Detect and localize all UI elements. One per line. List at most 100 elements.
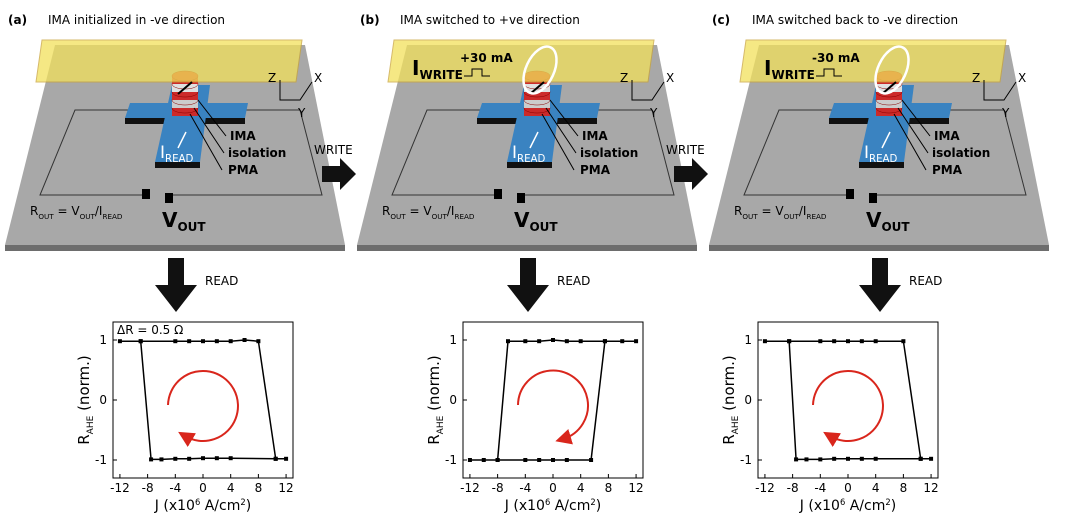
data-point [215,456,219,460]
y-tick-label: -1 [740,453,752,467]
axis-letter: X [314,71,322,85]
text-part: J (x10 [154,498,195,514]
data-point [832,457,836,461]
x-tick-label: 12 [278,481,293,495]
vout-pad [846,189,854,199]
data-point [537,339,541,343]
panel-label: (a) [8,13,27,27]
data-point [274,457,278,461]
data-point [284,457,288,461]
text-part: OUT [881,220,910,234]
annotation: ΔR = 0.5 Ω [117,323,183,337]
x-tick-label: 0 [844,481,852,495]
text-part: A/cm [550,498,590,514]
text-part: READ [869,154,897,165]
panel-label: (c) [712,13,730,27]
axis-letter: Y [1001,106,1010,120]
data-point [173,457,177,461]
y-tick-label: 0 [744,393,752,407]
read-label: READ [909,274,942,288]
data-point [763,339,767,343]
text-part: OUT [784,212,800,221]
vout-pad [869,193,877,203]
read-label: READ [557,274,590,288]
text-part: ) [891,498,896,514]
hysteresis-loop [470,340,636,460]
panel-title: IMA initialized in -ve direction [48,13,225,27]
read-arrow [859,258,901,312]
text-part: READ [806,212,826,221]
text-part: READ [454,212,474,221]
text-part: OUT [38,212,54,221]
data-point [634,339,638,343]
x-axis-label: J (x106 A/cm2) [154,497,251,514]
text-part: R [75,434,93,444]
x-tick-label: -12 [460,481,480,495]
panel-label: (b) [360,13,380,27]
text-part: OUT [432,212,448,221]
y-tick-label: 0 [449,393,457,407]
write-label: WRITE [314,143,353,157]
data-point [565,339,569,343]
text-part: READ [102,212,122,221]
text-part: A/cm [200,498,240,514]
layer-label: PMA [580,163,611,177]
data-point [523,458,527,462]
data-point [173,339,177,343]
text-part: OUT [529,220,558,234]
text-part: (norm.) [720,355,738,415]
substrate-side [5,245,345,251]
text-part: V [162,208,178,232]
text-part: V [514,208,530,232]
data-point [589,458,593,462]
text-part: WRITE [771,68,814,82]
vout-pad [142,189,150,199]
write-line [36,40,302,82]
data-point [846,457,850,461]
substrate-side [357,245,697,251]
write-label: WRITE [666,143,705,157]
text-part: ) [246,498,251,514]
x-tick-label: 4 [577,481,585,495]
text-part: AHE [731,415,741,434]
x-tick-label: -12 [110,481,130,495]
x-tick-label: 0 [549,481,557,495]
text-part: ) [596,498,601,514]
data-point [787,339,791,343]
data-point [551,458,555,462]
text-part: R [425,434,443,444]
text-part: A/cm [845,498,885,514]
text-part: /I [799,204,807,218]
read-label: READ [205,274,238,288]
plot-frame [113,322,293,478]
vout-pad [165,193,173,203]
data-point [187,339,191,343]
text-part: OUT [80,212,96,221]
layer-label: isolation [932,146,990,160]
y-tick-label: 1 [449,333,457,347]
axis-letter: Z [620,71,628,85]
rotation-arrow [168,371,238,441]
text-part: OUT [390,212,406,221]
current-value: +30 mA [460,51,513,65]
text-part: = V [406,204,433,218]
text-part: R [720,434,738,444]
text-part: V [866,208,882,232]
data-point [256,339,260,343]
plot-frame [758,322,938,478]
data-point [551,338,555,342]
text-part: AHE [86,415,96,434]
data-point [603,339,607,343]
data-point [201,456,205,460]
figure: (a)IMA initialized in -ve directionIMAis… [0,0,1068,519]
data-point [159,457,163,461]
axis-letter: X [1018,71,1026,85]
x-axis-label: J (x106 A/cm2) [799,497,896,514]
read-arrow [507,258,549,312]
data-point [818,457,822,461]
text-part: (norm.) [75,355,93,415]
data-point [804,457,808,461]
data-point [201,339,205,343]
substrate-side [709,245,1049,251]
text-part: R [734,204,742,218]
